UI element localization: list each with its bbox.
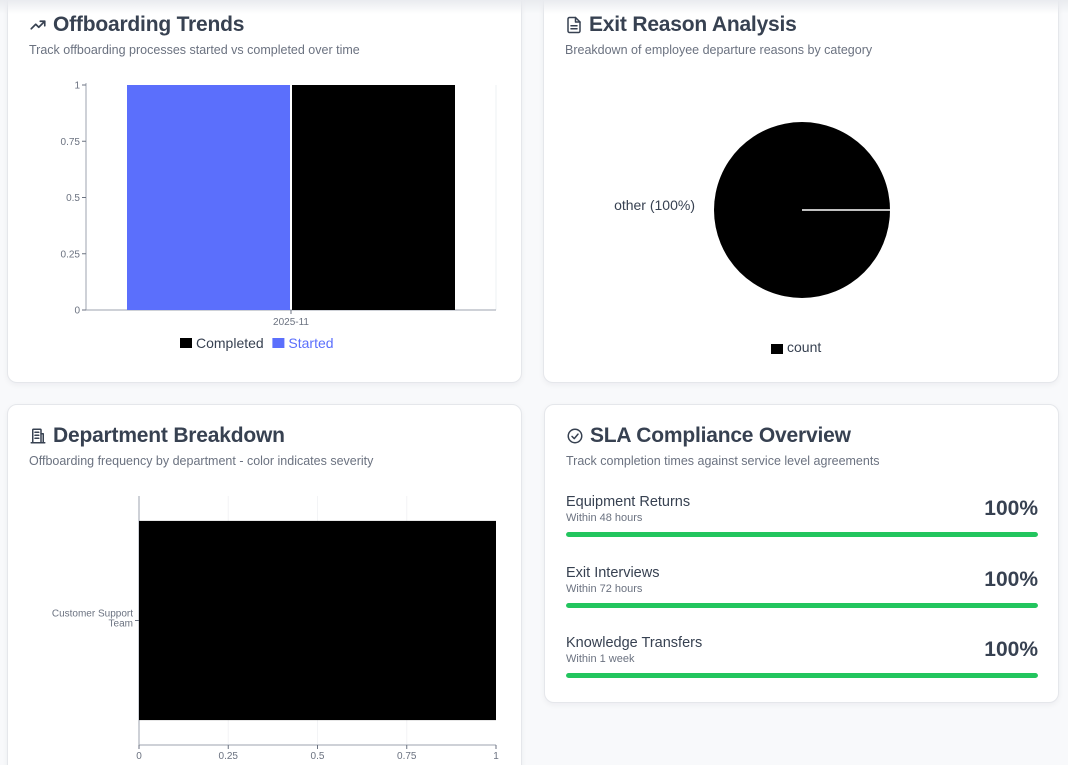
- sla-progress-track: [566, 673, 1038, 678]
- sla-progress-fill: [566, 603, 1038, 608]
- y-tick-label: 0.75: [61, 137, 81, 148]
- sla-subtitle: Track completion times against service l…: [566, 454, 880, 468]
- document-icon: [565, 16, 583, 34]
- sla-item-target: Within 72 hours: [566, 583, 643, 595]
- trends-title-row: Offboarding Trends: [29, 13, 360, 37]
- legend-swatch-count: [771, 344, 783, 354]
- sla-item-name: Exit Interviews: [566, 565, 660, 581]
- offboarding-trends-card: Offboarding Trends Track offboarding pro…: [7, 0, 522, 383]
- exit-title-row: Exit Reason Analysis: [565, 13, 872, 37]
- y-tick-label: 0.5: [66, 193, 80, 204]
- x-tick-label: 0.75: [397, 751, 417, 762]
- sla-header: SLA Compliance Overview Track completion…: [566, 424, 880, 468]
- trends-subtitle: Track offboarding processes started vs c…: [29, 43, 360, 57]
- department-breakdown-card: Department Breakdown Offboarding frequen…: [7, 404, 522, 765]
- legend-label-started: Started: [288, 335, 333, 351]
- dept-header: Department Breakdown Offboarding frequen…: [29, 424, 373, 468]
- exit-title: Exit Reason Analysis: [589, 13, 797, 36]
- sla-title-row: SLA Compliance Overview: [566, 424, 880, 448]
- sla-item-percent: 100%: [984, 497, 1038, 520]
- x-tick-label: 0: [136, 751, 142, 762]
- sla-progress-fill: [566, 673, 1038, 678]
- x-tick-label: 0.5: [311, 751, 325, 762]
- sla-item-knowledge-transfers: Knowledge Transfers Within 1 week 100%: [566, 635, 1038, 678]
- bar-started: [127, 85, 290, 310]
- legend-swatch-completed: [180, 338, 192, 348]
- legend-swatch-started: [272, 338, 285, 348]
- pie-slice-label: other (100%): [614, 197, 695, 213]
- sla-title: SLA Compliance Overview: [590, 424, 851, 447]
- sla-item-percent: 100%: [984, 638, 1038, 661]
- sla-item-target: Within 1 week: [566, 653, 635, 665]
- y-tick-label: 0.25: [61, 249, 81, 260]
- legend-label-count: count: [787, 339, 821, 355]
- sla-item-percent: 100%: [984, 568, 1038, 591]
- check-circle-icon: [566, 427, 584, 445]
- sla-progress-fill: [566, 532, 1038, 537]
- sla-progress-track: [566, 532, 1038, 537]
- dept-bar: [139, 520, 496, 721]
- dept-title-row: Department Breakdown: [29, 424, 373, 448]
- y-tick-label: 0: [74, 306, 80, 317]
- sla-compliance-card: SLA Compliance Overview Track completion…: [544, 404, 1059, 703]
- exit-subtitle: Breakdown of employee departure reasons …: [565, 43, 873, 57]
- dept-title: Department Breakdown: [53, 424, 285, 447]
- sla-item-target: Within 48 hours: [566, 512, 643, 524]
- x-tick-label: 0.25: [219, 751, 239, 762]
- legend-label-completed: Completed: [196, 335, 264, 351]
- y-tick-label: Customer Support: [52, 609, 133, 620]
- sla-item-equipment-returns: Equipment Returns Within 48 hours 100%: [566, 494, 1038, 537]
- exit-reason-chart: other (100%) count: [614, 122, 890, 355]
- top-scroll-shadow: [0, 0, 1068, 14]
- exit-header: Exit Reason Analysis Breakdown of employ…: [565, 13, 872, 57]
- bar-completed: [292, 85, 455, 310]
- sla-item-exit-interviews: Exit Interviews Within 72 hours 100%: [566, 565, 1038, 608]
- x-tick-label: 1: [493, 751, 499, 762]
- y-tick-label: 1: [74, 81, 80, 92]
- x-tick-label: 2025-11: [273, 317, 309, 328]
- dept-subtitle: Offboarding frequency by department - co…: [29, 454, 374, 468]
- exit-reason-card: Exit Reason Analysis Breakdown of employ…: [543, 0, 1059, 383]
- sla-item-name: Equipment Returns: [566, 494, 691, 510]
- sla-item-name: Knowledge Transfers: [566, 635, 703, 651]
- sla-progress-track: [566, 603, 1038, 608]
- y-tick-label: Team: [109, 619, 133, 630]
- building-icon: [29, 427, 47, 445]
- trending-up-icon: [29, 16, 47, 34]
- trends-chart: 0 0.25 0.5 0.75 1 2025-11 Completed Started: [61, 81, 497, 351]
- trends-title: Offboarding Trends: [53, 13, 245, 36]
- trends-header: Offboarding Trends Track offboarding pro…: [29, 13, 360, 57]
